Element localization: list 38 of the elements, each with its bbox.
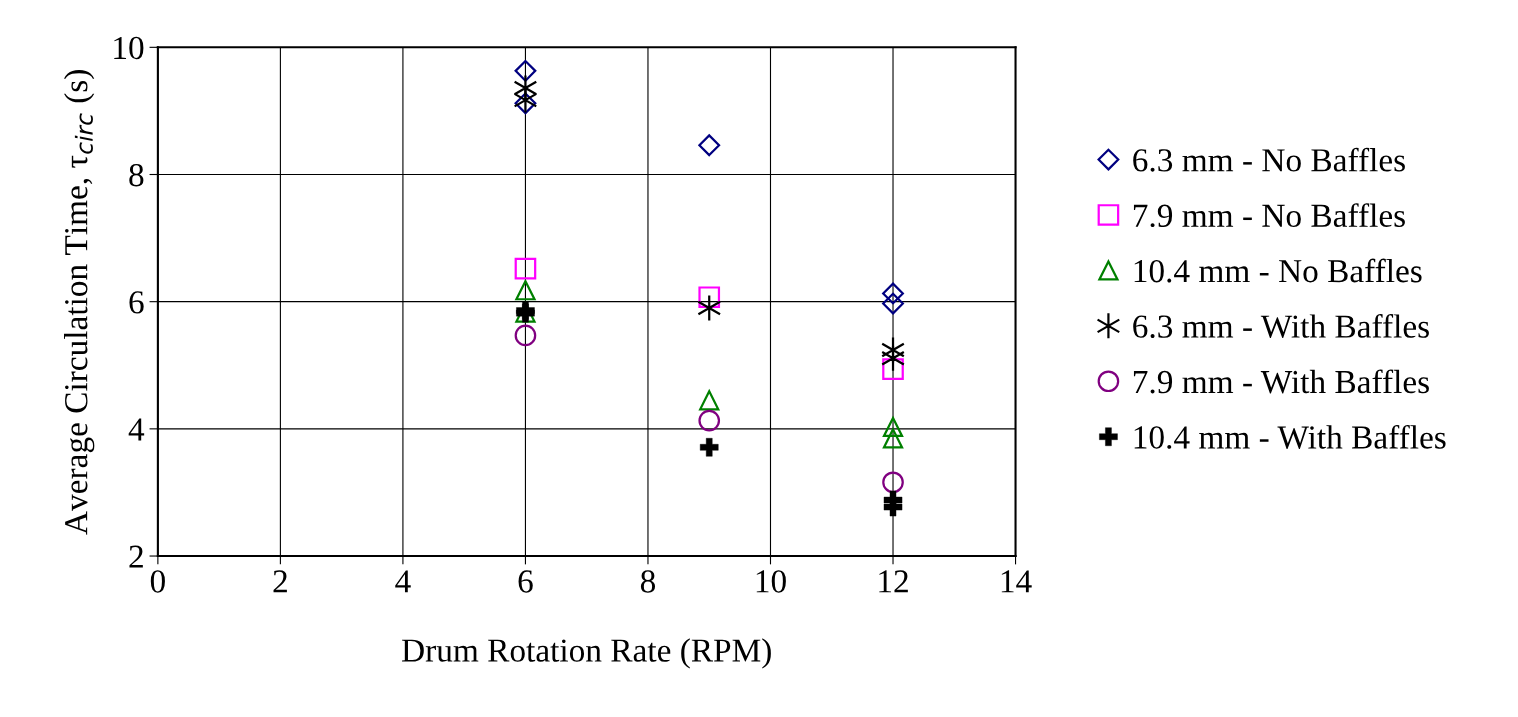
point [698, 134, 721, 157]
x-tick-label: 8 [640, 570, 656, 593]
x-tick-label: 0 [150, 570, 165, 593]
point [514, 324, 537, 347]
point [515, 280, 536, 301]
point [698, 409, 721, 432]
x-tick-label: 2 [273, 570, 287, 593]
y-tick-label: 10 [114, 36, 144, 60]
y-tick-label: 2 [129, 545, 143, 568]
y-axis-title: Average Circulation Time, τ$_{circ}$ (s) [64, 70, 95, 535]
point [882, 416, 904, 438]
legend-label: 7.9 mm - No Baffles [1133, 203, 1405, 228]
point [882, 358, 904, 380]
legend-label: 6.3 mm - No Baffles [1133, 147, 1405, 172]
point [882, 292, 904, 315]
point [514, 257, 537, 280]
legend-label: 7.9 mm - With Baffles [1133, 369, 1429, 394]
x-tick-label: 14 [1001, 570, 1032, 593]
point [882, 471, 904, 494]
x-tick-label: 6 [518, 570, 533, 593]
y-tick-label: 8 [129, 163, 144, 187]
x-tick-label: 4 [395, 570, 411, 593]
x-tick-label: 12 [879, 570, 908, 593]
legend-label: 10.4 mm - With Baffles [1134, 424, 1446, 449]
y-tick-label: 6 [129, 291, 144, 314]
point [514, 92, 537, 115]
y-tick-label: 4 [128, 418, 145, 441]
point [514, 59, 537, 82]
point [882, 428, 904, 449]
x-axis-title: Drum Rotation Rate (RPM) [402, 638, 771, 669]
point [698, 286, 721, 309]
point [881, 344, 905, 372]
point [697, 294, 722, 322]
x-tick-label: 10 [756, 570, 786, 593]
legend-label: 6.3 mm - With Baffles [1133, 314, 1429, 339]
point [699, 390, 720, 411]
legend-label: 10.4 mm - No Baffles [1134, 258, 1422, 283]
point [882, 282, 904, 305]
